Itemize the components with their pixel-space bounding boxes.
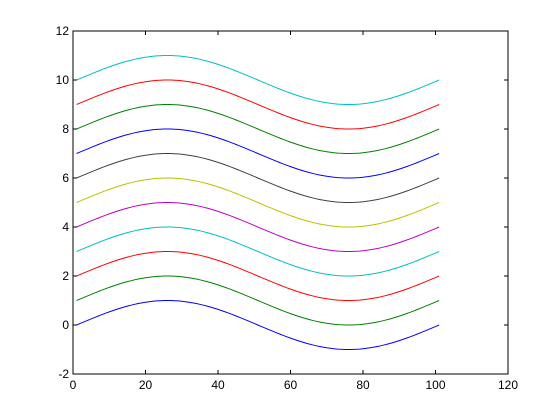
y-tick-label-2: 2 xyxy=(62,269,69,283)
y-tick-label-5: 8 xyxy=(62,122,69,136)
x-tick-label-2: 40 xyxy=(211,378,225,392)
y-tick-label-3: 4 xyxy=(62,220,69,234)
x-tick-label-0: 0 xyxy=(70,378,77,392)
y-tick-label-0: -2 xyxy=(58,367,69,381)
series-line-8 xyxy=(76,103,440,155)
series-line-10 xyxy=(76,54,440,106)
series-line-5 xyxy=(76,177,440,228)
x-tick-label-4: 80 xyxy=(356,378,370,392)
series-line-4 xyxy=(76,201,440,253)
x-tick-label-5: 100 xyxy=(425,378,445,392)
x-tick-label-3: 60 xyxy=(284,378,298,392)
x-tick-label-1: 20 xyxy=(139,378,153,392)
x-tick-label-6: 120 xyxy=(498,378,518,392)
series-layer xyxy=(76,54,440,351)
series-line-2 xyxy=(76,250,440,302)
y-tick-label-6: 10 xyxy=(56,73,70,87)
series-line-9 xyxy=(76,79,440,130)
y-tick-label-7: 12 xyxy=(56,24,70,38)
series-line-1 xyxy=(76,275,440,326)
series-line-7 xyxy=(76,128,440,179)
y-tick-label-4: 6 xyxy=(62,171,69,185)
series-line-6 xyxy=(76,152,440,204)
series-line-0 xyxy=(76,299,440,351)
plot-area xyxy=(72,30,509,375)
series-line-3 xyxy=(76,226,440,277)
y-tick-label-1: 0 xyxy=(62,318,69,332)
